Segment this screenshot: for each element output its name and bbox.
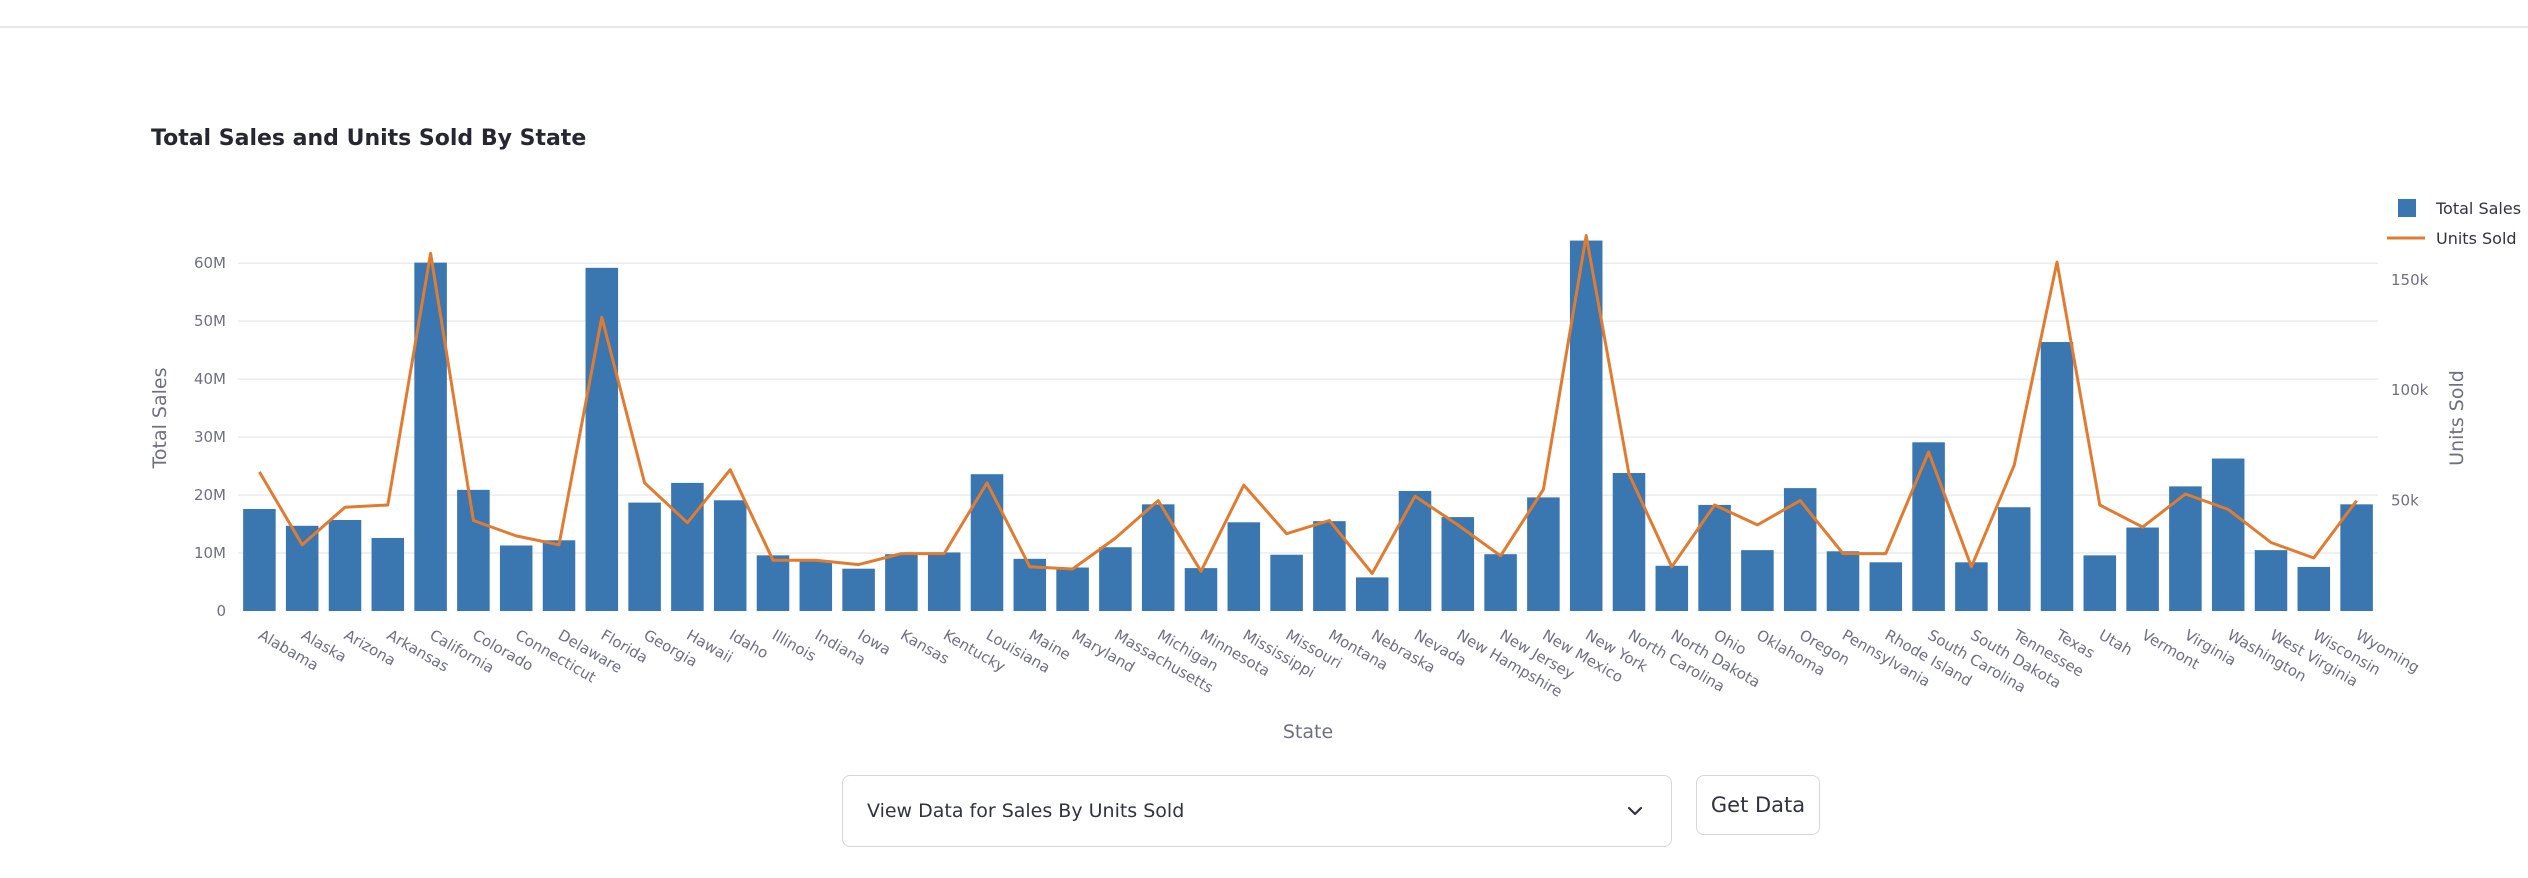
bar (1783, 488, 1817, 611)
bar (671, 482, 704, 611)
bar (328, 519, 362, 611)
x-tick-label: Illinois (769, 626, 819, 665)
get-data-button[interactable]: Get Data (1696, 775, 1820, 835)
bar (885, 554, 918, 611)
bar (970, 474, 1004, 611)
sales-units-chart: 010M20M30M40M50M60M50k100k150kAlabamaAla… (149, 199, 2521, 743)
bar (1655, 565, 1689, 611)
legend-label-total-sales: Total Sales (2435, 199, 2521, 218)
bar (1141, 504, 1175, 611)
bar (2340, 504, 2373, 611)
y-tick-label: 0 (216, 602, 226, 620)
bar (457, 489, 490, 611)
bar (1955, 562, 1988, 611)
bar (1912, 442, 1945, 611)
bar (1355, 577, 1389, 611)
bar (499, 545, 533, 611)
bar (285, 525, 319, 611)
bar (842, 568, 875, 611)
x-tick-label: Idaho (726, 626, 771, 663)
bar (2040, 342, 2074, 611)
x-tick-label: Kansas (897, 626, 952, 668)
y-tick-label: 30M (194, 428, 226, 446)
bar (371, 537, 405, 611)
bar (927, 552, 961, 611)
y-tick-label: 10M (194, 544, 226, 562)
x-tick-label: Utah (2096, 626, 2136, 659)
bar (2083, 555, 2117, 611)
y-tick-label: 50M (194, 312, 226, 330)
y2-tick-label: 100k (2391, 381, 2429, 399)
select-value: View Data for Sales By Units Sold (867, 800, 1185, 822)
bar (243, 508, 276, 611)
bar (799, 560, 833, 611)
chevron-down-icon (1623, 799, 1647, 823)
bar (1612, 473, 1646, 611)
bar (1997, 507, 2031, 611)
bar (1484, 554, 1517, 611)
y2-tick-label: 50k (2391, 492, 2419, 510)
bar (1184, 568, 1218, 611)
bar (1869, 562, 1903, 611)
chart-title: Total Sales and Units Sold By State (151, 126, 587, 151)
data-view-select[interactable]: View Data for Sales By Units Sold (842, 775, 1672, 847)
bar (2169, 486, 2202, 611)
y-tick-label: 40M (194, 370, 226, 388)
bar (1270, 554, 1303, 611)
legend-swatch-total-sales (2398, 199, 2416, 217)
y-tick-label: 20M (194, 486, 226, 504)
y-tick-label: 60M (194, 254, 226, 272)
bar (1741, 550, 1774, 611)
top-divider (0, 26, 2528, 28)
x-axis-title: State (1283, 721, 1333, 743)
y2-axis-title: Units Sold (2446, 370, 2468, 466)
bar (756, 555, 790, 611)
bar (1099, 547, 1132, 611)
bar (2254, 550, 2288, 611)
bar (628, 502, 661, 611)
bar (1441, 517, 1475, 611)
bar (1826, 551, 1860, 611)
units-sold-line (258, 234, 2358, 575)
bar (1398, 491, 1432, 611)
bar (2126, 527, 2159, 611)
bar (2211, 458, 2245, 611)
legend-label-units-sold: Units Sold (2436, 229, 2517, 248)
bar (542, 540, 576, 611)
bar (1527, 497, 1560, 611)
bar (1056, 567, 1089, 611)
bar (1227, 522, 1261, 611)
y-axis-title: Total Sales (149, 368, 171, 470)
y2-tick-label: 150k (2391, 271, 2429, 289)
bar (713, 500, 747, 611)
bar (2297, 566, 2331, 611)
